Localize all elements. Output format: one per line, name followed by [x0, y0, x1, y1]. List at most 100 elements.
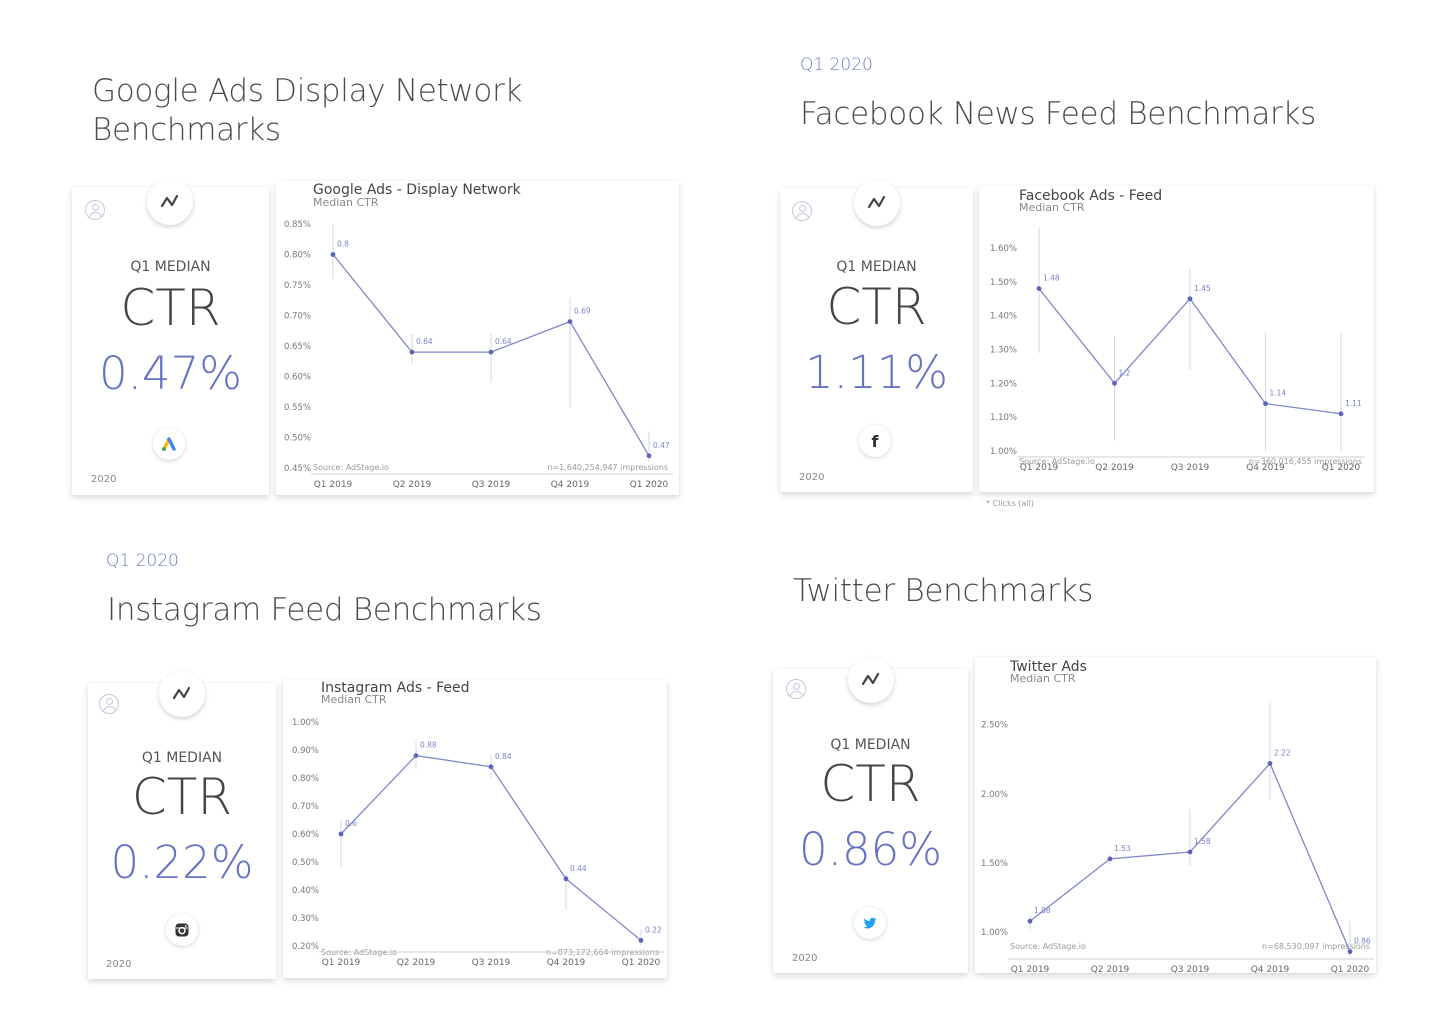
data-point: [413, 753, 419, 758]
trend-button[interactable]: [147, 179, 193, 225]
data-label: 0.47: [653, 441, 670, 450]
chart-card: Twitter Ads Median CTR Source: AdStage.i…: [975, 657, 1376, 973]
data-point: [1112, 380, 1117, 386]
data-label: 0.8: [337, 240, 349, 249]
y-tick-label: 0.50%: [284, 434, 311, 444]
user-icon: [786, 679, 806, 699]
x-tick-label: Q1 2019: [1020, 463, 1059, 473]
metric-label: CTR: [826, 278, 927, 336]
data-point: [1263, 401, 1268, 407]
data-label: 0.6: [345, 819, 357, 828]
x-tick-label: Q1 2020: [1322, 463, 1361, 473]
user-icon: [99, 694, 119, 714]
y-tick-label: 0.65%: [284, 342, 311, 352]
y-tick-label: 0.40%: [292, 886, 319, 896]
source-note: Source: AdStage.io: [1010, 942, 1086, 951]
trend-icon: [867, 195, 886, 209]
ctr-value: 0.86%: [799, 823, 942, 876]
facebook-icon[interactable]: f: [859, 425, 891, 457]
x-tick-label: Q1 2020: [1331, 965, 1370, 973]
ctr-value: 1.11%: [805, 346, 948, 399]
year-label: 2020: [792, 953, 818, 964]
trend-icon: [861, 672, 880, 686]
x-tick-label: Q3 2019: [472, 958, 511, 968]
data-label: 1.48: [1043, 274, 1060, 283]
data-point: [330, 252, 336, 257]
y-tick-label: 1.50%: [981, 859, 1008, 869]
y-tick-label: 1.00%: [292, 718, 319, 728]
x-tick-label: Q4 2019: [547, 958, 586, 968]
ctr-value: 0.22%: [110, 836, 254, 889]
chart-title: Instagram Ads - Feed: [321, 680, 470, 696]
x-tick-label: Q1 2019: [322, 958, 361, 968]
user-icon: [792, 201, 812, 221]
data-point: [1036, 286, 1042, 291]
data-label: 0.22: [645, 925, 662, 934]
section-title: Twitter Benchmarks: [793, 573, 1094, 609]
metric-label: CTR: [131, 768, 233, 826]
data-label: 0.84: [495, 752, 512, 761]
line-chart: 1.00% 1.50% 2.00% 2.50% Q1 2019 Q2 2019 Q3 201…: [981, 702, 1374, 973]
y-tick-label: 1.60%: [990, 244, 1017, 254]
data-label: 0.88: [420, 741, 437, 750]
line-chart: 1.00% 1.10% 1.20% 1.30% 1.40% 1.50% 1.60% Q1 20…: [990, 227, 1365, 473]
data-label: 1.11: [1345, 399, 1362, 408]
data-point: [1107, 856, 1113, 862]
y-tick-label: 0.70%: [284, 312, 311, 322]
x-tick-label: Q2 2019: [1095, 463, 1134, 473]
summary-card: Q1 MEDIAN CTR 1.11% f 2020: [780, 180, 973, 492]
y-tick-label: 0.20%: [292, 942, 319, 952]
data-point: [567, 319, 573, 324]
y-tick-label: 0.85%: [284, 220, 311, 230]
y-tick-label: 0.75%: [284, 281, 311, 291]
period-tag: Q1 2020: [800, 55, 873, 75]
x-tick-label: Q2 2019: [1091, 965, 1130, 973]
sample-note: n=68,530,097 impressions: [1262, 942, 1370, 951]
year-label: 2020: [91, 474, 117, 485]
trend-button[interactable]: [848, 657, 894, 703]
chart-title: Twitter Ads: [1010, 659, 1087, 675]
x-tick-label: Q3 2019: [1171, 463, 1210, 473]
line-chart: 0.45% 0.50% 0.55% 0.60% 0.65% 0.70% 0.75% 0.80%…: [284, 220, 673, 490]
x-tick-label: Q3 2019: [472, 480, 511, 490]
trend-button[interactable]: [159, 671, 205, 717]
chart-card: Google Ads - Display Network Median CTR …: [276, 181, 679, 495]
data-label: 0.64: [495, 337, 512, 346]
data-point: [488, 349, 494, 355]
data-point: [1347, 949, 1353, 955]
data-label: 0.86: [1354, 937, 1371, 946]
twitter-icon[interactable]: [854, 907, 886, 939]
y-tick-label: 1.00%: [990, 447, 1017, 457]
chart-title: Facebook Ads - Feed: [1019, 188, 1163, 204]
data-label: 1.08: [1034, 906, 1051, 915]
data-point: [1338, 411, 1344, 417]
section-title: Facebook News Feed Benchmarks: [800, 96, 1316, 132]
instagram-icon[interactable]: [166, 914, 198, 946]
data-label: 0.44: [570, 864, 587, 873]
chart-card: Facebook Ads - Feed Median CTR Source: A…: [979, 186, 1374, 492]
y-tick-label: 1.20%: [990, 379, 1017, 389]
y-tick-label: 1.00%: [981, 928, 1008, 938]
y-tick-label: 0.45%: [284, 464, 311, 474]
trend-icon: [160, 194, 179, 208]
data-label: 1.45: [1194, 284, 1211, 293]
section-title: Instagram Feed Benchmarks: [107, 592, 542, 628]
y-tick-label: 1.30%: [990, 346, 1017, 356]
data-point: [1267, 761, 1273, 766]
data-label: 1.53: [1114, 844, 1131, 853]
sample-note: n=360,016,455 impressions: [1248, 457, 1362, 466]
y-tick-label: 0.60%: [292, 830, 319, 840]
chart-subtitle: Median CTR: [313, 196, 379, 209]
median-label: Q1 MEDIAN: [836, 259, 917, 275]
footnote: * Clicks (all): [986, 499, 1034, 508]
ctr-value: 0.47%: [99, 347, 242, 400]
trend-button[interactable]: [854, 180, 900, 226]
year-label: 2020: [799, 472, 825, 483]
x-tick-label: Q1 2019: [314, 480, 353, 490]
google-ads-icon[interactable]: [153, 428, 185, 460]
x-tick-label: Q4 2019: [1246, 463, 1285, 473]
data-point: [1187, 849, 1193, 855]
chart-title: Google Ads - Display Network: [313, 182, 521, 198]
user-icon: [85, 200, 105, 220]
source-note: Source: AdStage.io: [313, 463, 389, 472]
